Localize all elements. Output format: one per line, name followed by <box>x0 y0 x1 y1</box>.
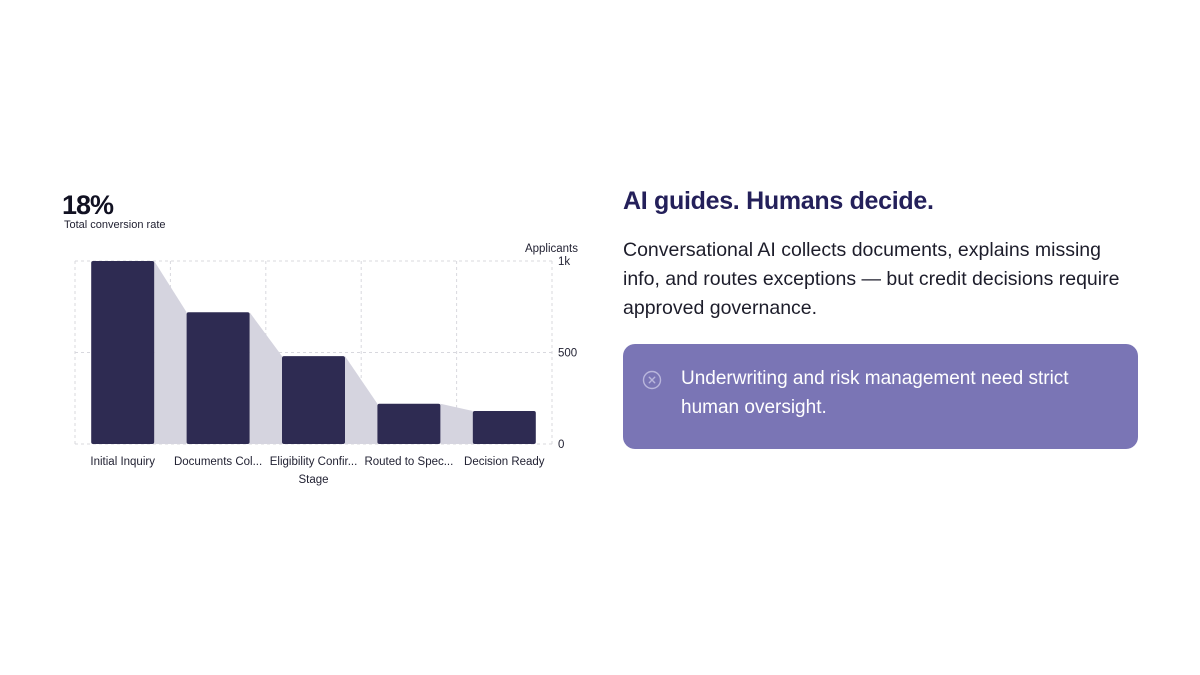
x-axis-title: Stage <box>298 474 328 486</box>
y-axis-title: Applicants <box>525 243 578 255</box>
x-tick-label: Documents Col... <box>174 456 262 468</box>
x-tick-label: Decision Ready <box>464 456 545 468</box>
funnel-connector <box>249 312 282 444</box>
y-tick-label: 1k <box>558 256 570 268</box>
funnel-connector <box>440 403 473 444</box>
x-tick-label: Eligibility Confir... <box>270 456 358 468</box>
funnel-connector <box>345 356 378 444</box>
y-tick-label: 500 <box>558 348 577 360</box>
x-tick-label: Initial Inquiry <box>90 456 155 468</box>
funnel-chart: Initial Inquiry Documents Col... Eligibili… <box>74 243 578 486</box>
headline: AI guides. Humans decide. <box>623 187 934 215</box>
x-circle-icon <box>642 370 662 390</box>
chart-svg: Initial Inquiry Documents Col... Eligibili… <box>74 243 578 486</box>
funnel-connector <box>154 261 187 444</box>
bar <box>282 356 345 444</box>
bar <box>377 403 441 444</box>
bar <box>91 261 155 444</box>
body-copy: Conversational AI collects documents, ex… <box>623 239 1120 319</box>
callout-box: Underwriting and risk management need st… <box>623 344 1138 449</box>
y-tick-label: 0 <box>558 439 564 451</box>
kpi-value: 18% <box>62 190 114 220</box>
kpi-label: Total conversion rate <box>64 219 166 231</box>
x-tick-label: Routed to Spec... <box>364 456 453 468</box>
callout-text: Underwriting and risk management need st… <box>681 368 1069 418</box>
bar <box>472 411 536 444</box>
bar <box>186 312 250 444</box>
